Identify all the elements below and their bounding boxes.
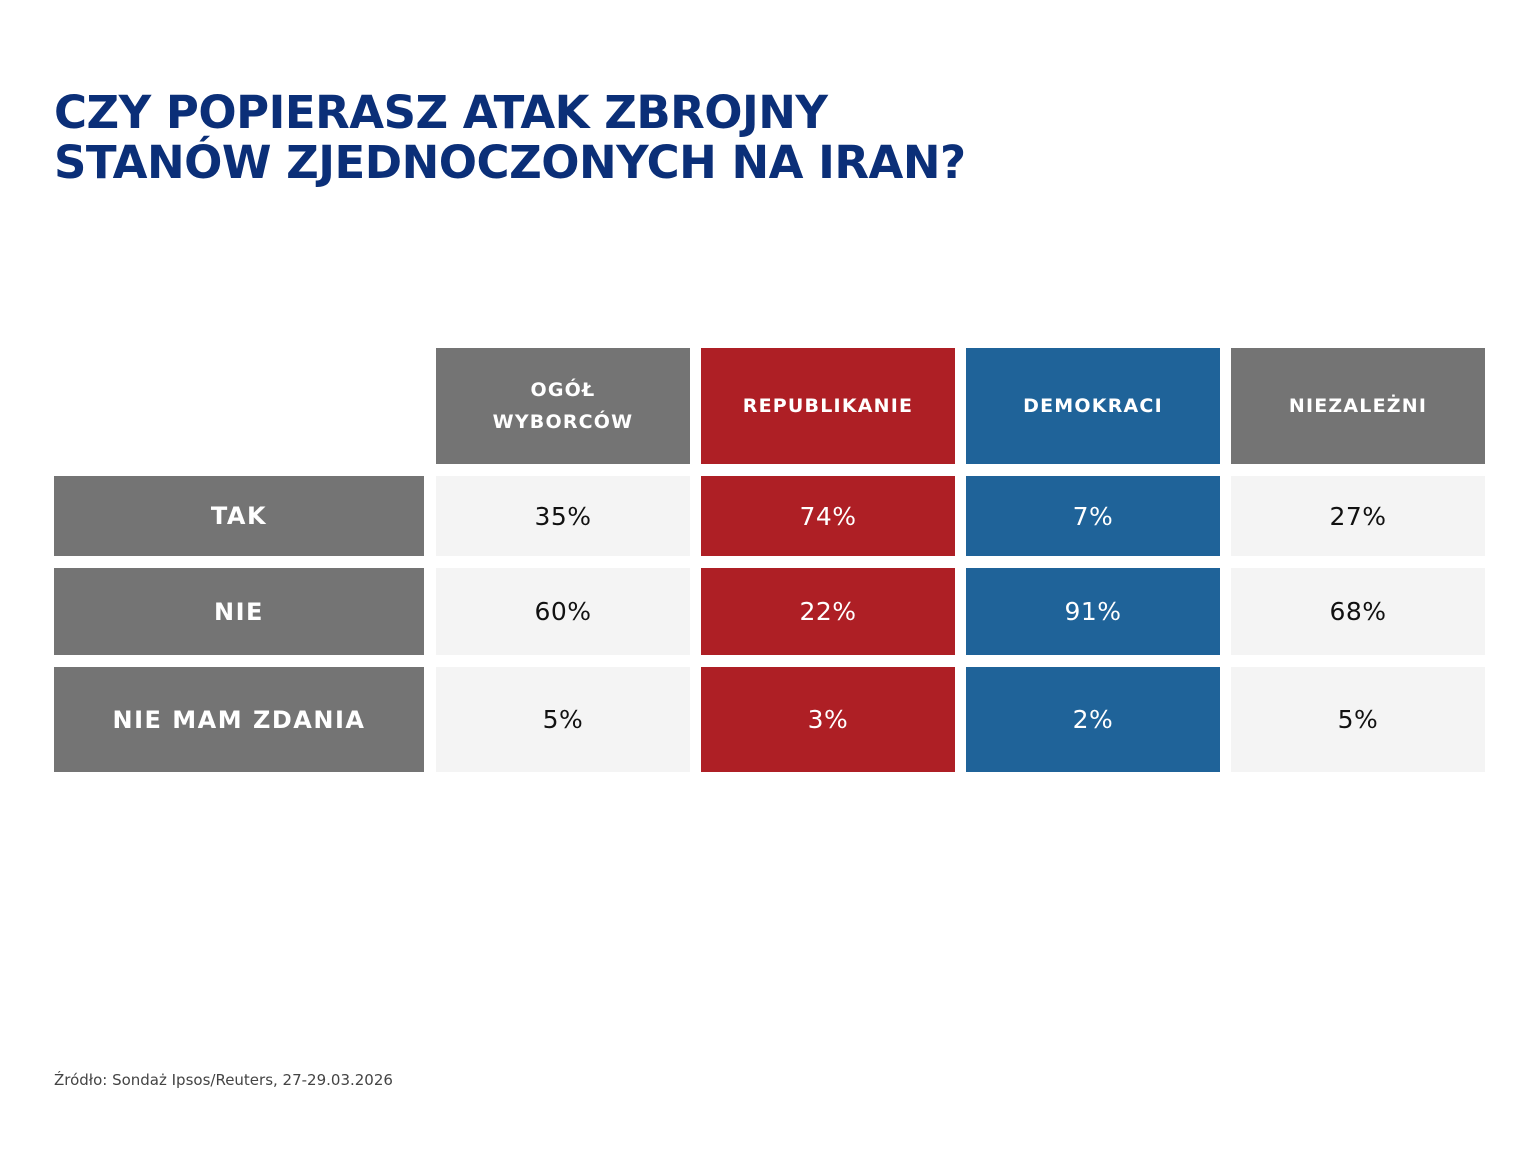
source-note: Źródło: Sondaż Ipsos/Reuters, 27-29.03.2…	[54, 1071, 393, 1089]
title-line-2: STANÓW ZJEDNOCZONYCH NA IRAN?	[54, 136, 966, 189]
column-header-line: WYBORCÓW	[492, 411, 634, 433]
value-cell: 74%	[701, 476, 955, 556]
column-header-line: NIEZALEŻNI	[1288, 395, 1428, 417]
value-cell: 5%	[1231, 667, 1485, 772]
value-cell: 35%	[436, 476, 690, 556]
column-header-4: NIEZALEŻNI	[1231, 348, 1485, 464]
title-line-1: CZY POPIERASZ ATAK ZBROJNY	[54, 86, 828, 139]
value-cell: 2%	[966, 667, 1220, 772]
value-cell: 7%	[966, 476, 1220, 556]
column-header-label: DEMOKRACI	[1023, 390, 1163, 422]
column-header-label: OGÓŁ WYBORCÓW	[493, 374, 634, 438]
value-cell: 3%	[701, 667, 955, 772]
value-cell: 91%	[966, 568, 1220, 655]
row-header: NIE MAM ZDANIA	[54, 667, 424, 772]
page-title: CZY POPIERASZ ATAK ZBROJNY STANÓW ZJEDNO…	[54, 88, 966, 188]
column-header-1: OGÓŁ WYBORCÓW	[436, 348, 690, 464]
column-header-2: REPUBLIKANIE	[701, 348, 955, 464]
value-cell: 68%	[1231, 568, 1485, 655]
value-cell: 22%	[701, 568, 955, 655]
column-header-3: DEMOKRACI	[966, 348, 1220, 464]
row-header: TAK	[54, 476, 424, 556]
value-cell: 60%	[436, 568, 690, 655]
row-header: NIE	[54, 568, 424, 655]
value-cell: 5%	[436, 667, 690, 772]
column-header-label: REPUBLIKANIE	[743, 390, 913, 422]
value-cell: 27%	[1231, 476, 1485, 556]
column-header-label: NIEZALEŻNI	[1289, 390, 1427, 422]
column-header-line: DEMOKRACI	[1023, 395, 1163, 417]
column-header-line: REPUBLIKANIE	[742, 395, 914, 417]
column-header-line: OGÓŁ	[530, 379, 596, 401]
